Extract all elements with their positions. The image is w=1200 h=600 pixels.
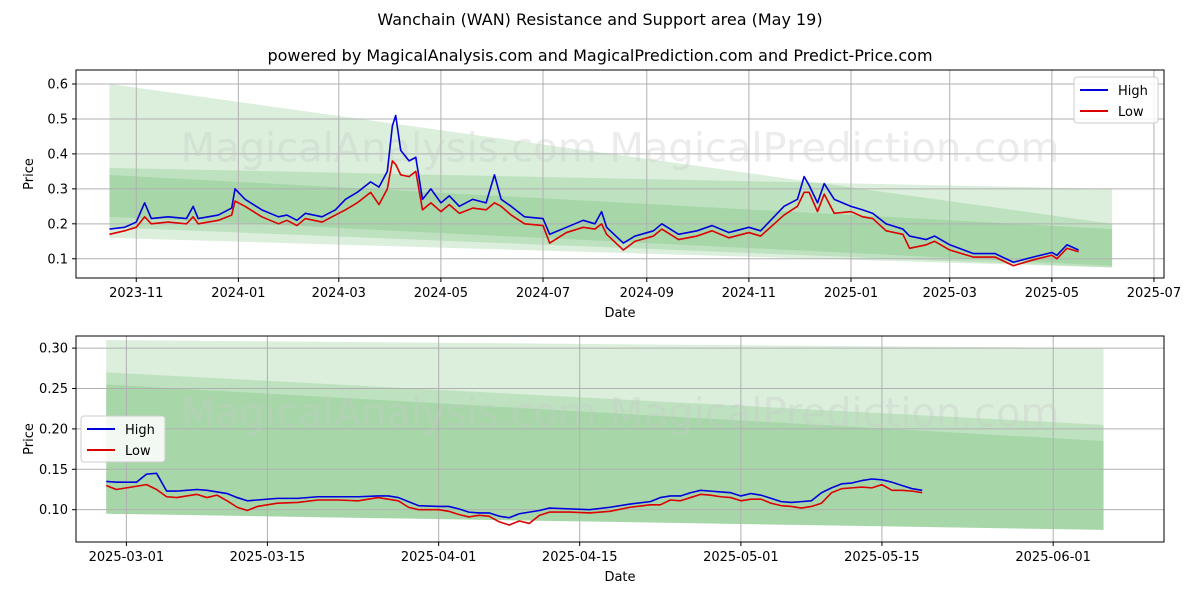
series-line-high bbox=[106, 472, 923, 519]
x-tick-label: 2023-11 bbox=[109, 286, 163, 301]
support-resistance-band bbox=[109, 83, 1113, 268]
legend-label-low: Low bbox=[1118, 105, 1144, 120]
legend: High Low bbox=[80, 415, 166, 463]
series-line-low bbox=[109, 160, 1079, 267]
watermark-text: MagicalAnalysis.com MagicalPrediction.co… bbox=[181, 391, 1060, 437]
y-tick-label: 0.15 bbox=[39, 463, 68, 478]
y-tick-label: 0.25 bbox=[39, 382, 68, 397]
x-axis-label: Date bbox=[604, 306, 635, 321]
x-tick-label: 2025-05 bbox=[1025, 286, 1079, 301]
y-tick-label: 0.4 bbox=[47, 147, 68, 162]
x-tick-label: 2025-05-01 bbox=[703, 550, 779, 565]
series-line-low bbox=[105, 483, 923, 526]
legend-label-high: High bbox=[1118, 84, 1148, 99]
x-tick-label: 2025-01 bbox=[824, 286, 878, 301]
x-tick-label: 2025-04-15 bbox=[542, 550, 618, 565]
y-tick-label: 0.5 bbox=[47, 112, 68, 127]
support-resistance-band bbox=[109, 174, 1113, 266]
support-resistance-band bbox=[106, 372, 1104, 530]
x-tick-label: 2025-07 bbox=[1127, 286, 1181, 301]
x-tick-label: 2025-04-01 bbox=[401, 550, 477, 565]
watermark-text: MagicalAnalysis.com MagicalPrediction.co… bbox=[181, 126, 1060, 172]
y-tick-label: 0.10 bbox=[39, 503, 68, 518]
chart-subtitle: powered by MagicalAnalysis.com and Magic… bbox=[267, 46, 933, 65]
x-axis-label: Date bbox=[604, 570, 635, 585]
legend-label-low: Low bbox=[125, 444, 151, 459]
legend: High Low bbox=[1073, 76, 1159, 124]
plot-frame bbox=[75, 335, 1165, 543]
y-tick-label: 0.2 bbox=[47, 217, 68, 232]
plot-frame bbox=[75, 69, 1165, 279]
y-tick-label: 0.6 bbox=[47, 77, 68, 92]
chart-panel-2: 2025-03-01 2025-03-15 2025-04-01 2025-04-15… bbox=[22, 335, 1165, 585]
y-tick-label: 0.20 bbox=[39, 422, 68, 437]
y-axis-label: Price bbox=[22, 423, 37, 455]
x-tick-label: 2025-03 bbox=[923, 286, 977, 301]
x-tick-label: 2025-05-15 bbox=[844, 550, 920, 565]
x-tick-label: 2024-07 bbox=[516, 286, 570, 301]
x-tick-label: 2025-06-01 bbox=[1015, 550, 1091, 565]
x-tick-label: 2024-05 bbox=[414, 286, 468, 301]
x-tick-label: 2024-01 bbox=[211, 286, 265, 301]
y-tick-label: 0.30 bbox=[39, 342, 68, 357]
x-tick-label: 2025-03-01 bbox=[89, 550, 165, 565]
support-resistance-band bbox=[106, 384, 1104, 530]
x-tick-label: 2024-09 bbox=[620, 286, 674, 301]
chart-title: Wanchain (WAN) Resistance and Support ar… bbox=[377, 10, 823, 29]
y-tick-label: 0.3 bbox=[47, 182, 68, 197]
series-line-high bbox=[109, 114, 1079, 264]
x-tick-label: 2025-03-15 bbox=[230, 550, 306, 565]
legend-label-high: High bbox=[125, 423, 155, 438]
support-resistance-band bbox=[109, 167, 1113, 268]
chart-panel-1: 2023-11 2024-01 2024-03 2024-05 2024-07 2024-… bbox=[22, 69, 1181, 321]
x-tick-label: 2024-11 bbox=[722, 286, 776, 301]
x-tick-label: 2024-03 bbox=[312, 286, 366, 301]
y-axis-label: Price bbox=[22, 158, 37, 190]
y-tick-label: 0.1 bbox=[47, 252, 68, 267]
